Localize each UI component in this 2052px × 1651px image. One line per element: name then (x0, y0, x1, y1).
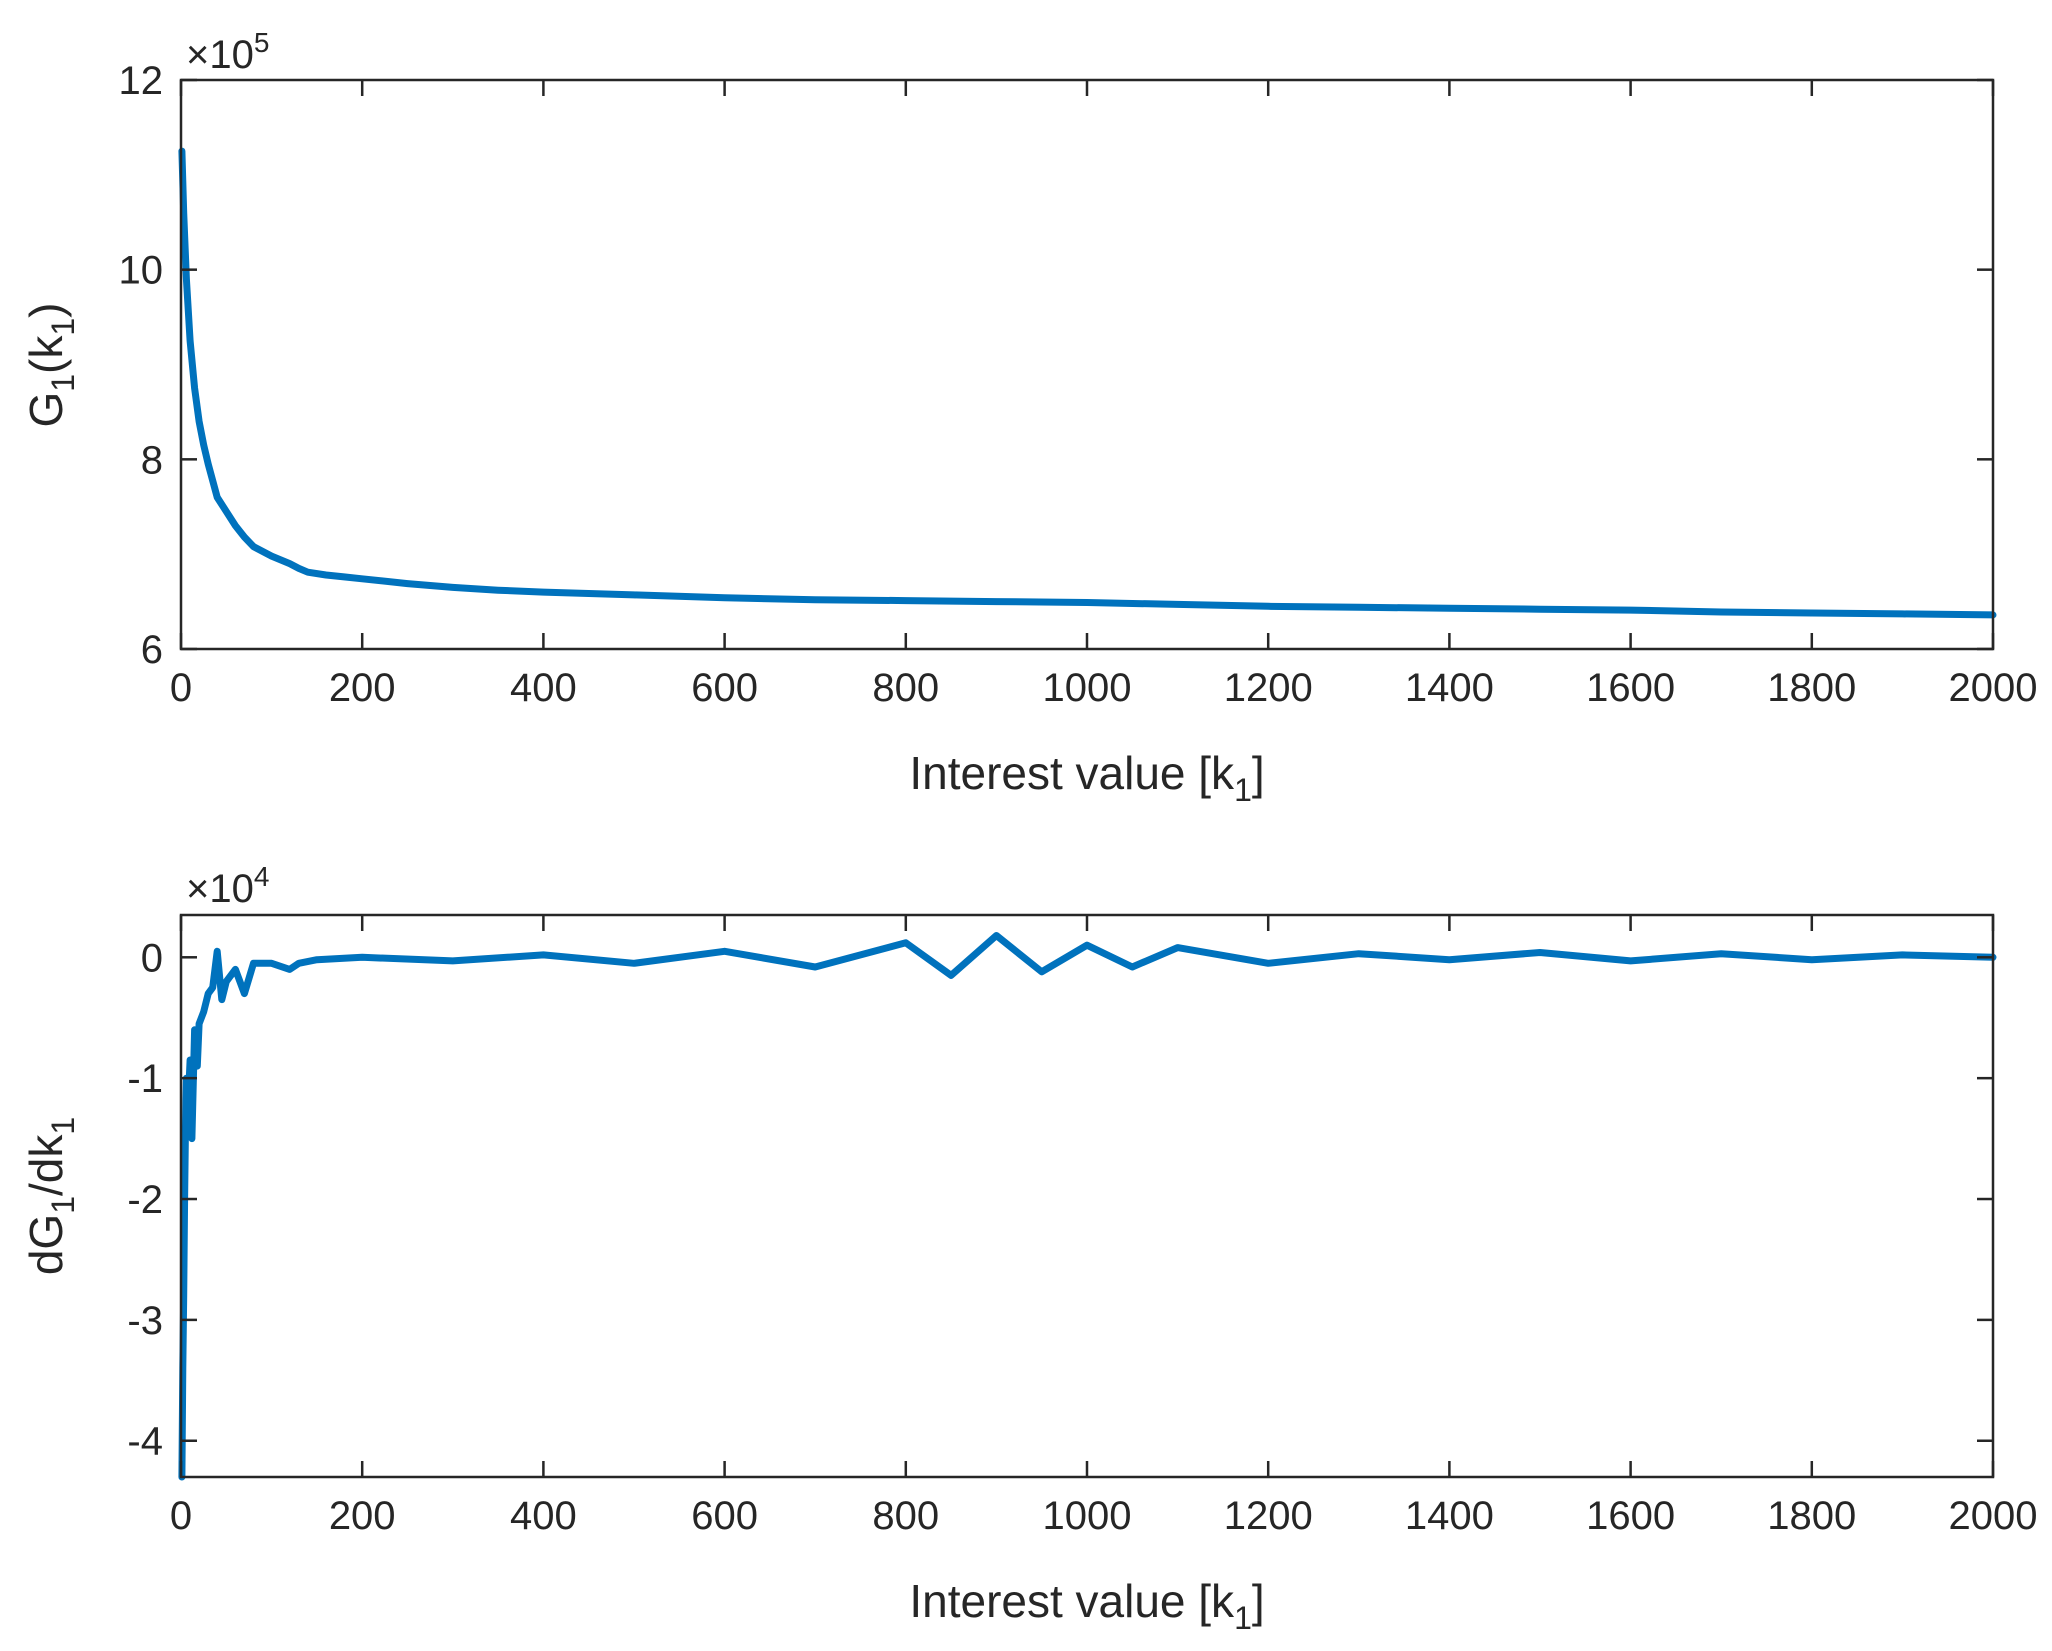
top-x-tick-label: 200 (329, 666, 396, 710)
bottom-y-tick-label: 0 (141, 936, 163, 980)
bottom-x-tick-label: 200 (329, 1494, 396, 1538)
bottom-y-axis-label: dG1/dk1 (20, 1117, 81, 1275)
bottom-x-axis-label: Interest value [k1] (909, 1575, 1264, 1636)
top-y-tick-label: 8 (141, 438, 163, 482)
top-series-group (178, 147, 1997, 619)
bottom-y-tick-label: -3 (127, 1299, 163, 1343)
bottom-y-tick-label: -2 (127, 1178, 163, 1222)
top-x-tick-label: 0 (170, 666, 192, 710)
bottom-x-tick-label: 1600 (1586, 1494, 1675, 1538)
top-y-tick-label: 10 (119, 249, 164, 293)
top-x-tick-label: 600 (691, 666, 758, 710)
top-series-line (178, 147, 1997, 619)
top-y-tick-label: 6 (141, 628, 163, 672)
bottom-x-tick-label: 1000 (1043, 1494, 1132, 1538)
top-y-tick-label: 12 (119, 59, 164, 103)
bottom-series-line (178, 932, 1997, 1481)
top-y-multiplier: ×105 (186, 27, 269, 77)
top-x-axis-label: Interest value [k1] (909, 747, 1264, 808)
bottom-series-group (178, 932, 1997, 1481)
top-x-tick-label: 1200 (1224, 666, 1313, 710)
bottom-y-tick-label: -4 (127, 1420, 163, 1464)
top-x-tick-label: 1600 (1586, 666, 1675, 710)
bottom-x-tick-label: 400 (510, 1494, 577, 1538)
bottom-x-tick-label: 1200 (1224, 1494, 1313, 1538)
top-y-axis-label: G1(k1) (20, 302, 81, 427)
bottom-chart: 0 200 400 600 800 1000 1200 1400 1600 1800 2000 -4 -… (20, 861, 2037, 1636)
top-ticks: 0 200 400 600 800 1000 1200 1400 1600 1800 2000 6 8 1… (119, 59, 2038, 710)
top-chart: 0 200 400 600 800 1000 1200 1400 1600 1800 2000 6 8 1… (20, 27, 2037, 808)
bottom-y-tick-label: -1 (127, 1057, 163, 1101)
bottom-x-tick-label: 600 (691, 1494, 758, 1538)
top-x-tick-label: 1000 (1043, 666, 1132, 710)
bottom-x-tick-label: 1800 (1767, 1494, 1856, 1538)
top-x-tick-label: 1800 (1767, 666, 1856, 710)
bottom-y-multiplier: ×104 (186, 861, 269, 911)
top-x-tick-label: 1400 (1405, 666, 1494, 710)
top-x-tick-label: 2000 (1949, 666, 2038, 710)
bottom-ticks: 0 200 400 600 800 1000 1200 1400 1600 1800 2000 -4 -… (127, 915, 2037, 1538)
top-x-tick-label: 400 (510, 666, 577, 710)
bottom-x-tick-label: 0 (170, 1494, 192, 1538)
top-x-tick-label: 800 (872, 666, 939, 710)
bottom-x-tick-label: 2000 (1949, 1494, 2038, 1538)
bottom-x-tick-label: 800 (872, 1494, 939, 1538)
bottom-x-tick-label: 1400 (1405, 1494, 1494, 1538)
